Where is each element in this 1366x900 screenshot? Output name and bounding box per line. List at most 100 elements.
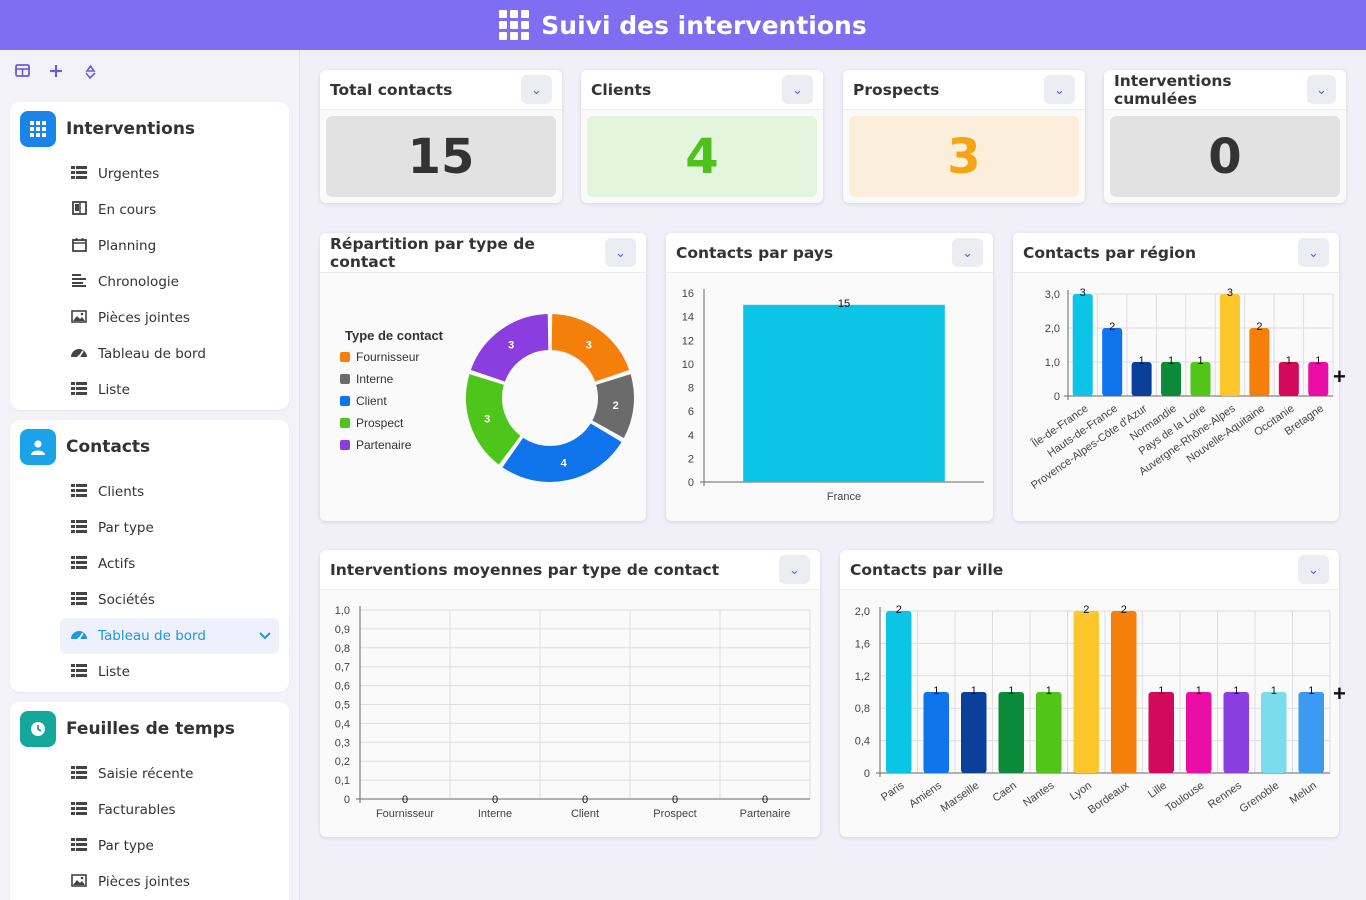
pie-slice bbox=[468, 311, 551, 385]
x-tick-label: Provence-Alpes-Côte d'Azur bbox=[1029, 402, 1150, 491]
sidebar-item[interactable]: Pièces jointes bbox=[10, 300, 289, 336]
chevron-down-icon[interactable]: ⌄ bbox=[605, 238, 636, 267]
chevron-down-icon[interactable]: ⌄ bbox=[1298, 238, 1329, 267]
chevron-down-icon[interactable]: ⌄ bbox=[1298, 555, 1329, 584]
sidebar-item[interactable]: Clients bbox=[10, 474, 289, 510]
expand-plus-icon[interactable]: + bbox=[1333, 364, 1346, 389]
kpi-value: 15 bbox=[326, 116, 556, 197]
legend-label: Prospect bbox=[356, 416, 404, 430]
x-tick-label: Client bbox=[571, 808, 599, 820]
sidebar-item[interactable]: Pièces jointes bbox=[10, 864, 289, 900]
sidebar-item[interactable]: Liste bbox=[10, 372, 289, 408]
y-tick-label: 2 bbox=[688, 453, 694, 465]
sidebar-item[interactable]: Sociétés bbox=[10, 582, 289, 618]
bar bbox=[1102, 328, 1123, 396]
x-tick-label: Paris bbox=[879, 779, 907, 803]
legend-label: Interne bbox=[356, 372, 394, 386]
chevron-down-icon[interactable]: ⌄ bbox=[1306, 75, 1336, 104]
calendar-icon bbox=[70, 237, 88, 256]
data-label: 2 bbox=[896, 604, 902, 616]
chevron-down-icon[interactable]: ⌄ bbox=[952, 238, 983, 267]
sidebar-item[interactable]: Urgentes bbox=[10, 156, 289, 192]
bar bbox=[1223, 692, 1249, 773]
sidebar-item[interactable]: Facturables bbox=[10, 792, 289, 828]
chevron-down-icon[interactable]: ⌄ bbox=[782, 75, 813, 104]
gauge-icon bbox=[70, 345, 88, 364]
sidebar-group-header[interactable]: Interventions bbox=[10, 102, 289, 156]
sidebar-group-header[interactable]: Feuilles de temps bbox=[10, 702, 289, 756]
data-label: 2 bbox=[1256, 321, 1262, 333]
y-tick-label: 4 bbox=[688, 430, 694, 442]
grid-icon bbox=[20, 111, 56, 147]
bar bbox=[1161, 362, 1182, 396]
table-icon bbox=[70, 165, 88, 183]
page-title: Suivi des interventions bbox=[541, 10, 867, 40]
slice-label: 2 bbox=[613, 400, 619, 412]
x-tick-label: Prospect bbox=[653, 808, 696, 820]
sidebar-item[interactable]: Par type bbox=[10, 828, 289, 864]
bar-chart-moyennes: 0 0,1 0,2 0,3 0,4 0,5 0,6 0,7 0,8 0,9 1,0 0 Fourniss… bbox=[335, 605, 811, 820]
kanban-icon bbox=[70, 201, 88, 219]
table-icon bbox=[70, 519, 88, 537]
y-tick-label: 0 bbox=[688, 477, 694, 489]
widget-title: Contacts par pays bbox=[676, 243, 834, 262]
sidebar-item-label: Tableau de bord bbox=[98, 346, 206, 362]
y-tick-label: 0,6 bbox=[335, 681, 350, 693]
data-label: 1 bbox=[933, 685, 939, 697]
chevron-down-icon[interactable]: ⌄ bbox=[779, 555, 810, 584]
bar bbox=[1298, 692, 1324, 773]
y-tick-label: 1,0 bbox=[335, 605, 350, 617]
sidebar-item-label: Liste bbox=[98, 382, 130, 398]
bar bbox=[1249, 328, 1270, 396]
y-tick-label: 0,8 bbox=[335, 643, 350, 655]
table-icon bbox=[70, 765, 88, 783]
legend-label: Partenaire bbox=[356, 438, 412, 452]
x-tick-label: Caen bbox=[991, 780, 1019, 805]
slice-label: 3 bbox=[484, 413, 490, 425]
sidebar-item[interactable]: Saisie récente bbox=[10, 756, 289, 792]
kpi-value: 4 bbox=[587, 116, 817, 197]
chevron-down-icon[interactable]: ⌄ bbox=[1044, 75, 1075, 104]
sidebar-item[interactable]: Liste bbox=[10, 654, 289, 690]
table-icon bbox=[70, 555, 88, 573]
x-tick-label: Fournisseur bbox=[376, 808, 434, 820]
sidebar-item[interactable]: Chronologie bbox=[10, 264, 289, 300]
donut-chart: 3 2 4 3 3 Type de contact Fournisseur Interne Cl… bbox=[340, 311, 636, 484]
data-label: 0 bbox=[672, 794, 678, 806]
y-tick-label: 3,0 bbox=[1045, 289, 1060, 301]
sidebar-item[interactable]: Tableau de bord bbox=[60, 618, 279, 654]
sidebar-item[interactable]: En cours bbox=[10, 192, 289, 228]
data-label: 1 bbox=[1233, 685, 1239, 697]
refresh-icon[interactable] bbox=[82, 64, 98, 102]
sidebar-item[interactable]: Tableau de bord bbox=[10, 336, 289, 372]
sidebar-group-feuilles-de-temps: Feuilles de temps Saisie récente Facturabl… bbox=[10, 702, 289, 900]
sidebar-group-header[interactable]: Contacts bbox=[10, 420, 289, 474]
expand-plus-icon[interactable]: + bbox=[1333, 681, 1346, 706]
x-tick-label: Melun bbox=[1288, 780, 1319, 807]
pie-slice bbox=[499, 420, 625, 484]
y-tick-label: 16 bbox=[682, 288, 694, 300]
legend-label: Fournisseur bbox=[356, 350, 419, 364]
data-label: 0 bbox=[492, 794, 498, 806]
kpi-interventions-cumulees: Interventions cumulées ⌄ 0 bbox=[1104, 70, 1346, 203]
chevron-down-icon[interactable] bbox=[259, 629, 271, 643]
panel-icon[interactable] bbox=[14, 64, 30, 102]
chevron-down-icon[interactable]: ⌄ bbox=[521, 75, 552, 104]
plus-icon[interactable] bbox=[48, 64, 64, 102]
sidebar: Interventions Urgentes En cours Planning Chr… bbox=[0, 50, 300, 900]
data-label: 1 bbox=[971, 685, 977, 697]
table-icon bbox=[70, 483, 88, 501]
widget-title: Clients bbox=[591, 80, 652, 99]
data-label: 1 bbox=[1271, 685, 1277, 697]
sidebar-group-interventions: Interventions Urgentes En cours Planning Chr… bbox=[10, 102, 289, 410]
bar-chart-ville: 00,40,81,21,62,0 2Paris1Amiens1Marseille1… bbox=[855, 604, 1331, 816]
bar bbox=[923, 692, 949, 773]
bar bbox=[1111, 611, 1137, 773]
widget-contacts-par-region: Contacts par région ⌄ 0 1,0 2,0 3,0 3 Île-de-F… bbox=[1013, 233, 1339, 521]
sidebar-item[interactable]: Planning bbox=[10, 228, 289, 264]
legend-swatch bbox=[340, 352, 350, 362]
data-label: 1 bbox=[1315, 355, 1321, 367]
sidebar-item[interactable]: Par type bbox=[10, 510, 289, 546]
sidebar-item[interactable]: Actifs bbox=[10, 546, 289, 582]
sidebar-item-label: Pièces jointes bbox=[98, 874, 190, 890]
